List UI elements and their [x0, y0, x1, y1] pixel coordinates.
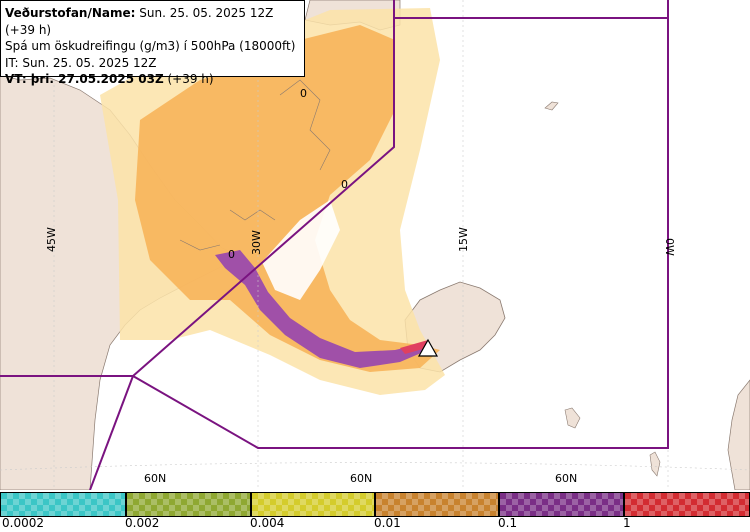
legend-swatch-6	[624, 492, 750, 517]
coast-detail	[179, 79, 331, 251]
contour-label-3: 0	[228, 248, 235, 261]
run-time: Sun. 25. 05. 2025 12Z (+39 h)	[5, 6, 274, 37]
norway-coast	[727, 379, 750, 490]
forecast-description: Spá um öskudreifingu (g/m3) í 500hPa (18…	[5, 39, 296, 53]
contour-label-1: 0	[300, 87, 307, 100]
legend-tick-1: 0.002	[125, 516, 160, 530]
ash-clear-gap	[262, 200, 340, 300]
latitude-label-60n-1: 60N	[144, 472, 166, 485]
valid-time: VT: þri. 27.05.2025 03Z	[5, 72, 164, 86]
agency-name: Veðurstofan/Name:	[5, 6, 136, 20]
longitude-label-45w: 45W	[45, 227, 58, 252]
volcano-marker-icon	[417, 338, 439, 357]
legend-swatch-3	[251, 492, 375, 517]
legend-swatch-1	[0, 492, 126, 517]
concentration-legend	[0, 490, 750, 532]
legend-swatch-5	[499, 492, 624, 517]
legend-swatch-2	[126, 492, 251, 517]
longitude-label-0w: 0W	[663, 238, 676, 256]
longitude-label-15w: 15W	[457, 227, 470, 252]
latitude-label-60n-3: 60N	[555, 472, 577, 485]
forecast-info-box: Veðurstofan/Name: Sun. 25. 05. 2025 12Z …	[0, 0, 305, 86]
legend-swatch-4	[375, 492, 499, 517]
legend-tick-5: 1	[623, 516, 631, 530]
legend-tick-0: 0.0002	[2, 516, 44, 530]
jan-mayen	[544, 101, 559, 111]
legend-tick-4: 0.1	[498, 516, 518, 530]
initial-time: IT: Sun. 25. 05. 2025 12Z	[5, 55, 157, 70]
shetland	[649, 451, 661, 477]
ash-cloud-mid	[135, 25, 440, 372]
legend-tick-2: 0.004	[250, 516, 285, 530]
longitude-label-30w: 30W	[250, 230, 263, 255]
ash-plume-peak	[400, 340, 430, 354]
faroe-islands	[564, 407, 581, 429]
legend-tick-3: 0.01	[374, 516, 401, 530]
ash-plume-high	[215, 250, 428, 368]
fir-boundary	[0, 0, 669, 490]
latitude-label-60n-2: 60N	[350, 472, 372, 485]
valid-time-offset: (+39 h)	[163, 72, 214, 86]
ash-forecast-map: 45W 30W 15W 0W 60N 60N 60N 0 0 0	[0, 0, 750, 490]
contour-label-2: 0	[341, 178, 348, 191]
